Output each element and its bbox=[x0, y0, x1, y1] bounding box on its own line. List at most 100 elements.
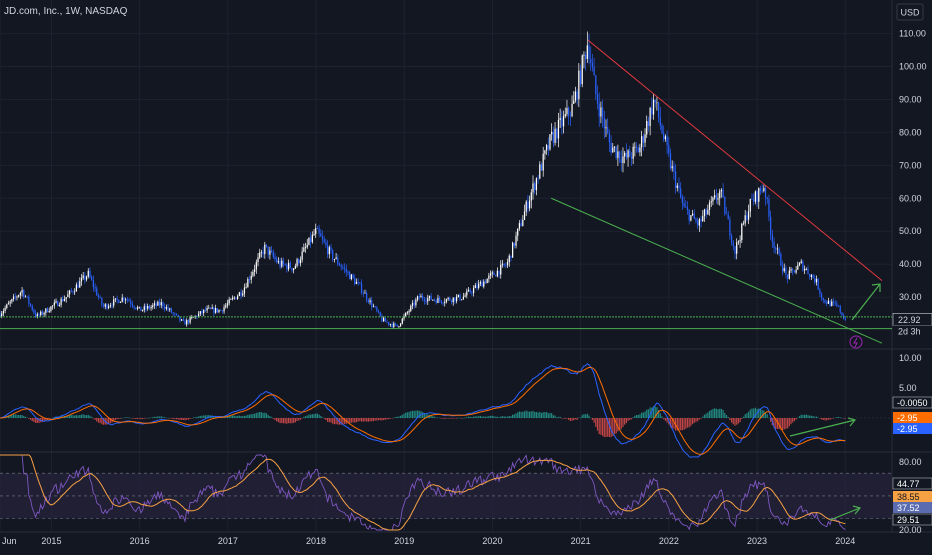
price-tick-label: 80.00 bbox=[899, 127, 922, 137]
macd-hist-bar bbox=[702, 416, 704, 418]
candle-body bbox=[372, 306, 375, 308]
candle-body bbox=[123, 297, 125, 301]
candle-body bbox=[364, 292, 366, 294]
macd-hist-bar bbox=[630, 418, 633, 420]
macd-hist-bar bbox=[751, 408, 753, 418]
candle-body bbox=[174, 313, 176, 315]
macd-hist-bar bbox=[471, 417, 473, 418]
rsi-value-box bbox=[893, 502, 932, 513]
candle-body bbox=[157, 301, 159, 306]
candle-body bbox=[138, 306, 140, 308]
candle-body bbox=[371, 300, 373, 307]
macd-hist-bar bbox=[700, 418, 702, 419]
macd-hist-bar bbox=[459, 417, 461, 419]
macd-hist-bar bbox=[678, 418, 680, 431]
macd-hist-bar bbox=[315, 413, 317, 418]
candle-body bbox=[416, 296, 419, 300]
candle-body bbox=[411, 302, 414, 306]
macd-hist-bar bbox=[601, 418, 604, 436]
macd-hist-bar bbox=[561, 418, 563, 419]
candle-body bbox=[747, 211, 750, 220]
currency-button[interactable] bbox=[896, 3, 924, 21]
macd-hist-bar bbox=[332, 418, 334, 424]
macd-hist-bar bbox=[367, 418, 369, 422]
candle-body bbox=[301, 251, 303, 260]
lightning-icon bbox=[853, 337, 858, 348]
candle-body bbox=[540, 164, 543, 171]
candle-body bbox=[466, 291, 468, 296]
macd-hist-bar bbox=[705, 413, 707, 418]
macd-hist-bar bbox=[147, 417, 149, 419]
macd-hist-bar bbox=[321, 417, 324, 418]
macd-hist-bar bbox=[764, 412, 767, 418]
macd-hist-bar bbox=[296, 418, 298, 421]
candle-body bbox=[304, 247, 307, 248]
macd-hist-bar bbox=[145, 418, 147, 419]
candle-body bbox=[698, 219, 700, 226]
candle-body bbox=[829, 300, 831, 306]
candle-body bbox=[657, 102, 660, 118]
candle-body bbox=[172, 312, 174, 314]
candle-body bbox=[749, 198, 751, 212]
price-tick-label: 30.00 bbox=[899, 292, 922, 302]
macd-hist-bar bbox=[157, 416, 159, 418]
macd-hist-bar bbox=[254, 413, 256, 418]
candle-body bbox=[844, 318, 846, 321]
candle-body bbox=[57, 301, 59, 306]
macd-hist-bar bbox=[250, 414, 252, 418]
candle-body bbox=[143, 306, 145, 310]
time-tick-label: 2023 bbox=[747, 536, 767, 546]
macd-hist-bar bbox=[583, 413, 585, 418]
macd-hist-bar bbox=[372, 418, 375, 422]
macd-hist-bar bbox=[603, 418, 605, 438]
candle-body bbox=[293, 268, 295, 271]
macd-hist-bar bbox=[277, 418, 279, 423]
macd-hist-bar bbox=[182, 418, 184, 421]
candle-body bbox=[197, 313, 200, 317]
macd-signal-line bbox=[0, 366, 846, 455]
macd-hist-bar bbox=[403, 413, 405, 418]
candle-body bbox=[583, 55, 585, 56]
macd-hist-bar bbox=[223, 417, 225, 418]
time-tick-label: 2019 bbox=[394, 536, 414, 546]
macd-pane bbox=[0, 363, 892, 458]
macd-hist-bar bbox=[727, 416, 729, 418]
time-tick-label: 2017 bbox=[218, 536, 238, 546]
macd-hist-bar bbox=[165, 417, 167, 419]
candle-body bbox=[186, 320, 188, 325]
macd-hist-bar bbox=[817, 417, 819, 419]
candle-body bbox=[281, 260, 283, 267]
candle-body bbox=[730, 235, 733, 243]
candle-body bbox=[727, 214, 729, 220]
candle-body bbox=[647, 121, 650, 126]
candle-body bbox=[413, 302, 415, 306]
candle-body bbox=[668, 145, 670, 154]
macd-hist-bar bbox=[119, 418, 122, 419]
candle-body bbox=[734, 246, 736, 254]
macd-hist-bar bbox=[343, 418, 346, 424]
candle-body bbox=[700, 219, 702, 221]
macd-line bbox=[0, 363, 846, 458]
macd-hist-bar bbox=[539, 411, 541, 418]
candle-body bbox=[262, 251, 264, 254]
macd-hist-bar bbox=[342, 418, 344, 425]
time-tick-label: 2016 bbox=[130, 536, 150, 546]
macd-hist-bar bbox=[659, 413, 661, 418]
candle-body bbox=[607, 127, 609, 134]
price-axis[interactable]: 30.00 40.00 50.00 60.00 70.00 80.00 90.00 100.0… bbox=[892, 29, 932, 535]
candle-body bbox=[654, 99, 656, 103]
time-axis[interactable]: Jun 2015 2016 2017 2018 2019 2020 2021 2022 2023 2… bbox=[2, 536, 855, 546]
candle-body bbox=[313, 234, 315, 235]
macd-hist-bar bbox=[231, 415, 234, 418]
candle-body bbox=[130, 301, 132, 304]
macd-hist-bar bbox=[685, 418, 687, 429]
macd-hist-bar bbox=[449, 418, 451, 419]
macd-hist-bar bbox=[323, 418, 325, 419]
candle-body bbox=[394, 323, 397, 325]
macd-hist-bar bbox=[388, 418, 390, 420]
time-tick-label: 2015 bbox=[41, 536, 61, 546]
candle-body bbox=[187, 320, 190, 323]
macd-hist-bar bbox=[260, 412, 263, 418]
